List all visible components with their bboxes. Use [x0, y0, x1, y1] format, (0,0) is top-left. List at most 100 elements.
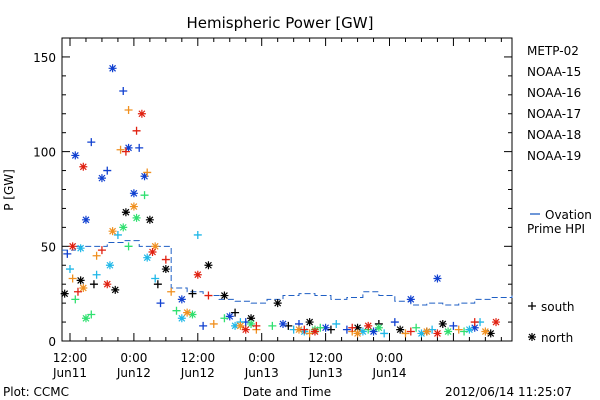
north-point: [177, 314, 186, 323]
south-point: [460, 327, 469, 336]
x-tick-label-date: Jun11: [52, 366, 87, 380]
south-point: [89, 280, 98, 289]
north-point: [225, 312, 234, 321]
north-point: [241, 325, 250, 334]
north-point: [492, 318, 501, 327]
series-noaa-19: [68, 109, 501, 338]
x-tick-labels: 12:00Jun110:00Jun1212:00Jun120:00Jun1312…: [52, 351, 407, 380]
legend-south-label: south: [541, 300, 575, 314]
south-point: [87, 138, 96, 147]
south-point: [401, 329, 410, 338]
legend-north-label: north: [541, 331, 573, 345]
north-point: [121, 208, 130, 217]
south-point: [151, 274, 160, 283]
south-point: [167, 287, 176, 296]
x-tick-label-date: Jun14: [371, 366, 406, 380]
north-point: [108, 227, 117, 236]
south-point: [406, 327, 415, 336]
y-tick-label: 100: [33, 146, 56, 160]
north-point: [76, 244, 85, 253]
south-point: [153, 280, 162, 289]
south-point: [161, 255, 170, 264]
north-point: [465, 325, 474, 334]
x-tick-label-time: 12:00: [308, 351, 343, 365]
x-tick-label-date: Jun12: [116, 366, 151, 380]
south-point: [193, 230, 202, 239]
south-point: [140, 191, 149, 200]
x-axis-label: Date and Time: [243, 385, 331, 399]
south-point: [199, 321, 208, 330]
ovation-hpi-series: [62, 240, 513, 306]
north-point: [294, 325, 303, 334]
x-tick-label-time: 12:00: [53, 351, 88, 365]
north-point: [76, 276, 85, 285]
south-point: [65, 265, 74, 274]
south-point: [63, 249, 72, 258]
south-point: [87, 310, 96, 319]
series-noaa-17: [71, 191, 469, 336]
legend-noaa-18: NOAA-18: [527, 128, 581, 142]
north-point: [374, 323, 383, 332]
north-point: [481, 327, 490, 336]
north-point: [105, 261, 114, 270]
north-point: [353, 329, 362, 338]
south-point: [231, 308, 240, 317]
north-point: [220, 291, 229, 300]
south-point: [92, 270, 101, 279]
south-point: [449, 321, 458, 330]
north-point: [68, 242, 77, 251]
north-point: [364, 321, 373, 330]
north-point: [103, 280, 112, 289]
north-point: [422, 327, 431, 336]
south-point: [172, 306, 181, 315]
south-point: [332, 319, 341, 328]
south-point: [68, 274, 77, 283]
south-point: [454, 325, 463, 334]
north-point: [305, 318, 314, 327]
north-point: [81, 215, 90, 224]
south-point: [113, 230, 122, 239]
series-noaa-15: [63, 64, 479, 336]
south-point: [390, 318, 399, 327]
south-point: [71, 295, 80, 304]
axis-ticks: [62, 37, 512, 342]
south-point: [204, 291, 213, 300]
south-point: [300, 325, 309, 334]
plot-frame: [61, 37, 513, 342]
x-tick-label-date: Jun13: [308, 366, 343, 380]
y-axis-label: P [GW]: [2, 169, 16, 211]
north-point: [132, 213, 141, 222]
north-point: [279, 319, 288, 328]
north-point: [406, 295, 415, 304]
south-point: [116, 145, 125, 154]
ovation-hpi-line: [62, 240, 513, 306]
y-tick-label: 0: [48, 335, 56, 349]
south-point: [73, 287, 82, 296]
legend-ovation-label-2: Prime HPI: [527, 222, 585, 236]
north-point: [321, 323, 330, 332]
north-point: [396, 325, 405, 334]
north-point: [177, 295, 186, 304]
legend-noaa-15: NOAA-15: [527, 65, 581, 79]
north-point: [193, 270, 202, 279]
north-point: [148, 247, 157, 256]
series-noaa-18: [68, 105, 490, 338]
chart-title: Hemispheric Power [GW]: [187, 14, 374, 32]
legend-metp-02: METP-02: [527, 44, 579, 58]
north-point: [71, 151, 80, 160]
legend-ovation-label: Ovation: [545, 208, 592, 222]
south-point: [188, 289, 197, 298]
north-point: [369, 327, 378, 336]
north-point: [119, 223, 128, 232]
north-point: [438, 319, 447, 328]
series-noaa-16: [65, 230, 485, 338]
north-point: [188, 310, 197, 319]
footer-source: Plot: CCMC: [3, 385, 69, 399]
north-point: [140, 172, 149, 181]
legend: METP-02 NOAA-15 NOAA-16 NOAA-17 NOAA-18 NOAA-…: [527, 44, 592, 345]
x-tick-label-date: Jun12: [180, 366, 215, 380]
south-point: [132, 126, 141, 135]
data-points: [60, 64, 501, 338]
north-point: [111, 285, 120, 294]
